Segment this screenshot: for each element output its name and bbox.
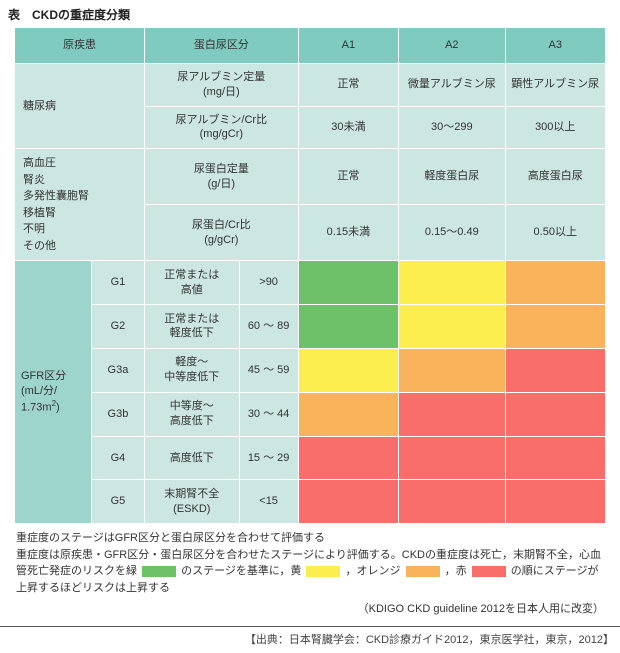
others-a1-2: 0.15未満 [298,205,398,261]
gfr-code: G4 [91,436,144,480]
gfr-desc: 高度低下 [145,436,240,480]
note-2d: ，赤 [445,565,467,577]
note-2c: ，オレンジ [345,565,400,577]
others-label: 高血圧腎炎多発性囊胞腎移植腎不明その他 [15,149,145,261]
risk-cell [505,348,606,392]
others-a2-2: 0.15～0.49 [399,205,505,261]
gfr-code: G1 [91,261,144,305]
risk-cell [298,305,398,349]
risk-cell [298,392,398,436]
risk-cell [298,261,398,305]
risk-cell [399,480,505,524]
risk-cell [505,392,606,436]
gfr-row-G1: GFR区分(mL/分/1.73m2)G1正常または高値>90 [15,261,606,305]
risk-cell [399,392,505,436]
risk-cell [399,261,505,305]
hdr-a1: A1 [298,28,398,64]
gfr-code: G3b [91,392,144,436]
others-metric1: 尿蛋白定量(g/日) [145,149,299,205]
others-metric2: 尿蛋白/Cr比(g/gCr) [145,205,299,261]
ckd-table: 原疾患 蛋白尿区分 A1 A2 A3 糖尿病 尿アルブミン定量(mg/日) 正常… [14,27,606,524]
gfr-desc: 末期腎不全(ESKD) [145,480,240,524]
note-2b: のステージを基準に，黄 [181,565,301,577]
others-a1-1: 正常 [298,149,398,205]
gfr-code: G3a [91,348,144,392]
gfr-row-G2: G2正常または軽度低下60 ～ 89 [15,305,606,349]
swatch-yellow [306,566,340,577]
diabetes-a2-1: 微量アルブミン尿 [399,63,505,106]
source-line: （KDIGO CKD guideline 2012を日本人用に改変） [14,598,606,616]
hdr-a3: A3 [505,28,606,64]
diabetes-a1-2: 30未満 [298,106,398,149]
table-wrapper: 原疾患 蛋白尿区分 A1 A2 A3 糖尿病 尿アルブミン定量(mg/日) 正常… [0,27,620,624]
gfr-code: G5 [91,480,144,524]
gfr-row-G5: G5末期腎不全(ESKD)<15 [15,480,606,524]
note-line1: 重症度のステージはGFR区分と蛋白尿区分を合わせて評価する [16,530,604,547]
gfr-range: 60 ～ 89 [239,305,298,349]
gfr-row-G3a: G3a軽度～中等度低下45 ～ 59 [15,348,606,392]
gfr-range: 15 ～ 29 [239,436,298,480]
diabetes-label: 糖尿病 [15,63,145,148]
diabetes-a1-1: 正常 [298,63,398,106]
hdr-proteinuria: 蛋白尿区分 [145,28,299,64]
gfr-section-label: GFR区分(mL/分/1.73m2) [15,261,92,524]
credit-line: 【出典：日本腎臓学会：CKD診療ガイド2012，東京医学社，東京，2012】 [0,626,620,653]
risk-cell [298,348,398,392]
risk-cell [399,348,505,392]
risk-cell [298,480,398,524]
swatch-red [472,566,506,577]
swatch-orange [406,566,440,577]
diabetes-a2-2: 30～299 [399,106,505,149]
risk-cell [298,436,398,480]
gfr-range: <15 [239,480,298,524]
others-a3-1: 高度蛋白尿 [505,149,606,205]
others-a2-1: 軽度蛋白尿 [399,149,505,205]
gfr-row-G4: G4高度低下15 ～ 29 [15,436,606,480]
risk-cell [399,305,505,349]
diabetes-row1: 糖尿病 尿アルブミン定量(mg/日) 正常 微量アルブミン尿 顕性アルブミン尿 [15,63,606,106]
risk-cell [505,480,606,524]
gfr-code: G2 [91,305,144,349]
diabetes-metric1: 尿アルブミン定量(mg/日) [145,63,299,106]
risk-cell [505,305,606,349]
risk-cell [505,261,606,305]
diabetes-a3-2: 300以上 [505,106,606,149]
others-a3-2: 0.50以上 [505,205,606,261]
hdr-a2: A2 [399,28,505,64]
table-title: 表 CKDの重症度分類 [0,0,620,27]
gfr-range: >90 [239,261,298,305]
risk-cell [505,436,606,480]
gfr-desc: 正常または軽度低下 [145,305,240,349]
gfr-range: 30 ～ 44 [239,392,298,436]
gfr-desc: 中等度～高度低下 [145,392,240,436]
notes-block: 重症度のステージはGFR区分と蛋白尿区分を合わせて評価する 重症度は原疾患・GF… [14,524,606,598]
gfr-desc: 軽度～中等度低下 [145,348,240,392]
diabetes-metric2: 尿アルブミン/Cr比(mg/gCr) [145,106,299,149]
diabetes-a3-1: 顕性アルブミン尿 [505,63,606,106]
hdr-disease: 原疾患 [15,28,145,64]
gfr-range: 45 ～ 59 [239,348,298,392]
risk-cell [399,436,505,480]
note-line2: 重症度は原疾患・GFR区分・蛋白尿区分を合わせたステージにより評価する。CKDの… [16,547,604,597]
header-row: 原疾患 蛋白尿区分 A1 A2 A3 [15,28,606,64]
others-row1: 高血圧腎炎多発性囊胞腎移植腎不明その他 尿蛋白定量(g/日) 正常 軽度蛋白尿 … [15,149,606,205]
gfr-row-G3b: G3b中等度～高度低下30 ～ 44 [15,392,606,436]
gfr-desc: 正常または高値 [145,261,240,305]
swatch-green [142,566,176,577]
